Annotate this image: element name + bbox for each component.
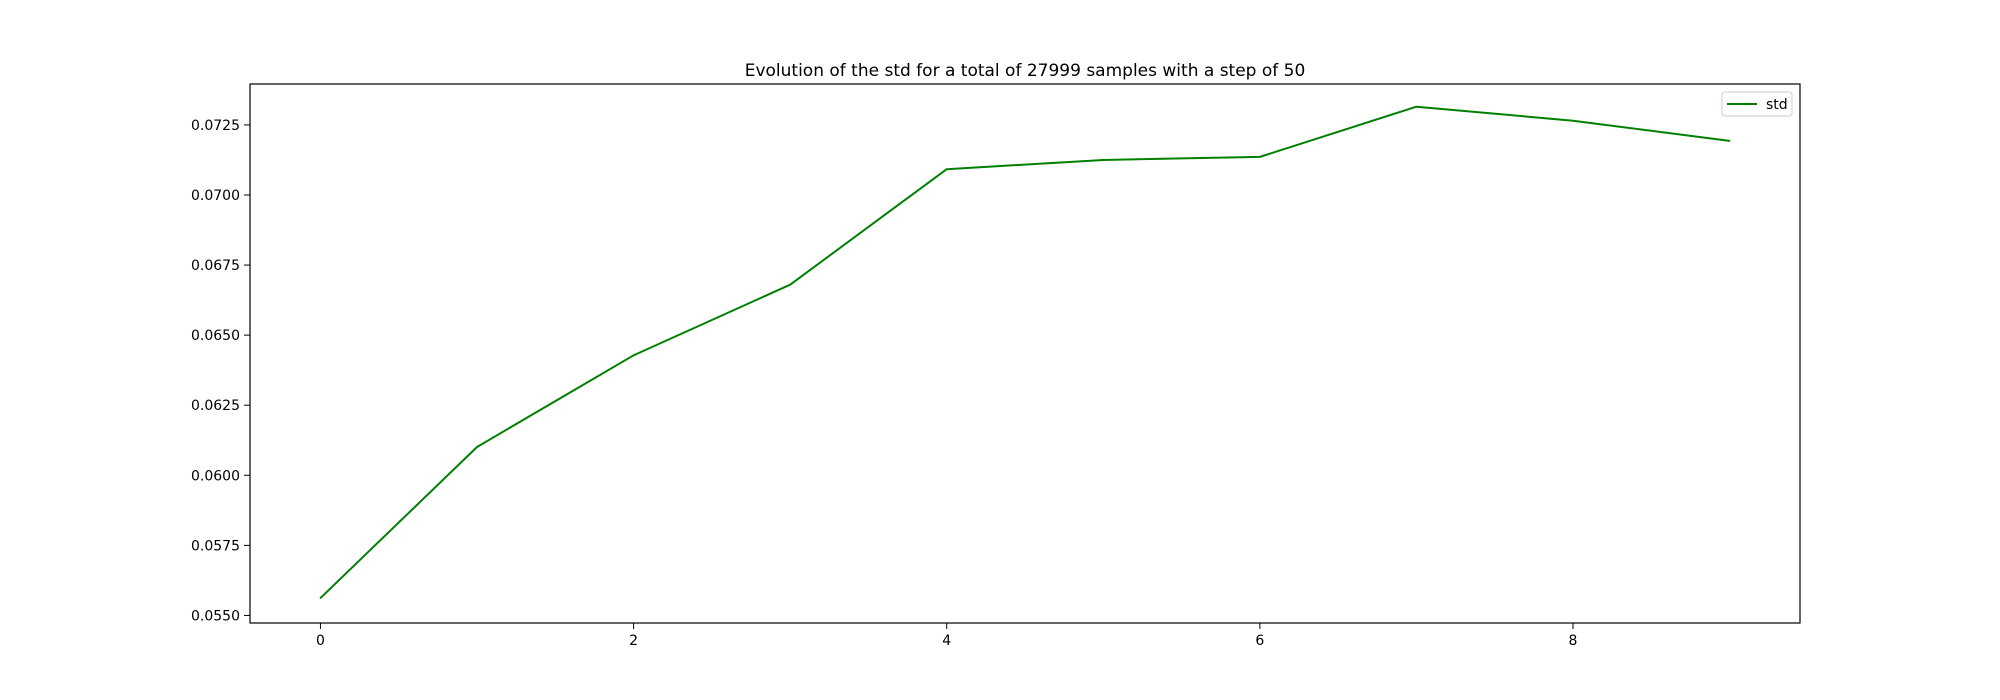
y-tick-label: 0.0575	[191, 538, 240, 554]
y-tick-label: 0.0600	[191, 468, 240, 484]
x-tick-label: 8	[1569, 633, 1578, 649]
series-line-std	[319, 105, 1730, 599]
y-tick-label: 0.0700	[191, 188, 240, 204]
legend-label-std: std	[1766, 97, 1788, 113]
y-axis: 0.0550 0.0575 0.0600 0.0625 0.0650 0.0675 0.07…	[191, 118, 250, 624]
series-layer	[319, 105, 1731, 599]
data-point	[632, 354, 635, 357]
data-point	[1415, 105, 1418, 108]
y-tick-label: 0.0725	[191, 118, 240, 134]
data-point	[945, 168, 948, 171]
data-point	[1102, 159, 1105, 161]
data-point	[476, 446, 478, 448]
data-point	[1572, 119, 1574, 122]
x-tick-label: 4	[942, 633, 951, 649]
x-tick-label: 2	[629, 633, 638, 649]
plot-area	[249, 83, 1801, 624]
x-tick-label: 0	[316, 633, 325, 649]
y-tick-label: 0.0625	[191, 398, 240, 414]
data-point	[319, 597, 322, 599]
legend: std	[1721, 91, 1793, 117]
chart-title: Evolution of the std for a total of 2799…	[745, 61, 1306, 81]
y-tick-label: 0.0650	[191, 328, 240, 344]
data-point	[789, 283, 791, 286]
data-point	[1259, 156, 1261, 158]
y-tick-label: 0.0550	[191, 608, 240, 624]
x-tick-label: 6	[1255, 633, 1264, 649]
x-axis: 0 2 4 6 8	[316, 623, 1577, 649]
y-tick-label: 0.0675	[191, 258, 240, 274]
data-point	[1728, 140, 1731, 142]
